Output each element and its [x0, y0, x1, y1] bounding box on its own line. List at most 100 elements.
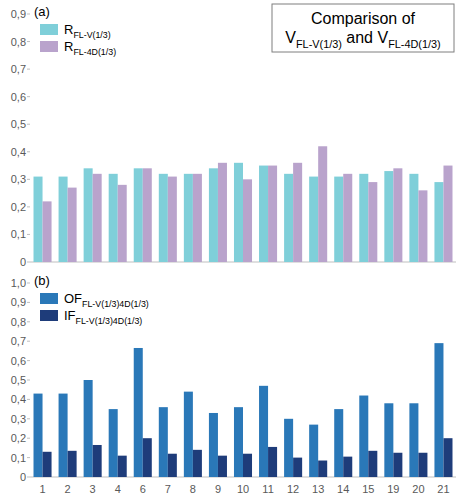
- bar: [209, 413, 218, 477]
- bar: [393, 168, 402, 262]
- bar: [134, 168, 143, 262]
- y-tick-label: 0,2: [11, 432, 26, 444]
- y-tick: [27, 399, 30, 400]
- bar: [184, 174, 193, 262]
- legend-label: OFFL-V(1/3)4D(1/3): [64, 291, 149, 309]
- legend-label: RFL-4D(1/3): [64, 39, 116, 57]
- y-tick: [27, 96, 30, 97]
- y-tick: [27, 360, 30, 361]
- legend-swatch: [40, 24, 58, 35]
- y-tick: [27, 418, 30, 419]
- bar: [343, 174, 352, 262]
- bar: [109, 409, 118, 477]
- bar: [418, 190, 427, 262]
- bar: [93, 174, 102, 262]
- y-tick-label: 0,4: [11, 393, 26, 405]
- bar: [59, 177, 68, 262]
- bar: [359, 396, 368, 477]
- x-tick-label: 2: [65, 483, 71, 495]
- panel-label: (a): [34, 4, 50, 19]
- bar: [218, 456, 227, 477]
- bar: [134, 348, 143, 477]
- y-tick: [27, 14, 30, 15]
- y-tick-label: 0: [20, 256, 26, 268]
- x-tick-label: 14: [337, 483, 349, 495]
- y-tick-label: 0,1: [11, 452, 26, 464]
- bar: [334, 409, 343, 477]
- y-tick: [27, 380, 30, 381]
- bar: [418, 453, 427, 477]
- bar: [443, 166, 452, 262]
- bar: [84, 168, 93, 262]
- bar: [284, 174, 293, 262]
- bar: [59, 394, 68, 477]
- x-tick-label: 1: [39, 483, 45, 495]
- bar: [118, 185, 127, 262]
- y-tick-label: 0,9: [11, 296, 26, 308]
- bar: [109, 174, 118, 262]
- bar: [359, 174, 368, 262]
- y-tick: [27, 151, 30, 152]
- bar: [268, 166, 277, 262]
- legend-swatch: [40, 41, 58, 52]
- x-tick-label: 10: [237, 483, 249, 495]
- bar: [93, 445, 102, 477]
- x-tick-label: 7: [165, 483, 171, 495]
- bar: [309, 425, 318, 477]
- legend-swatch: [40, 310, 58, 321]
- bar: [234, 407, 243, 477]
- bar: [43, 452, 52, 477]
- legend-label: RFL-V(1/3): [64, 22, 111, 40]
- legend: RFL-V(1/3)RFL-4D(1/3): [40, 22, 116, 57]
- y-tick: [27, 41, 30, 42]
- y-tick: [27, 302, 30, 303]
- bar: [43, 201, 52, 262]
- legend-swatch: [40, 293, 58, 304]
- y-tick: [27, 206, 30, 207]
- y-tick-label: 0,7: [11, 63, 26, 75]
- x-tick-label: 4: [115, 483, 121, 495]
- y-tick-label: 0,6: [11, 91, 26, 103]
- x-tick-label: 15: [362, 483, 374, 495]
- x-tick-label: 19: [387, 483, 399, 495]
- bars: [34, 343, 453, 477]
- bar: [393, 453, 402, 477]
- x-tick-label: 3: [90, 483, 96, 495]
- bar: [284, 419, 293, 477]
- bar: [384, 171, 393, 262]
- bar: [334, 177, 343, 262]
- chart-figure: 00,10,20,30,40,50,60,70,80,9(a)RFL-V(1/3…: [0, 0, 459, 500]
- bar: [318, 146, 327, 262]
- bar: [193, 174, 202, 262]
- bar: [143, 168, 152, 262]
- x-tick-label: 20: [412, 483, 424, 495]
- bar: [34, 177, 43, 262]
- bar: [243, 179, 252, 262]
- bar: [259, 386, 268, 477]
- bar: [368, 182, 377, 262]
- y-tick: [27, 234, 30, 235]
- bar: [434, 343, 443, 477]
- legend-label: IFFL-V(1/3)4D(1/3): [64, 308, 142, 326]
- x-tick-label: 8: [190, 483, 196, 495]
- bar: [443, 438, 452, 477]
- x-tick-label: 13: [312, 483, 324, 495]
- bar: [234, 163, 243, 262]
- y-tick-label: 0,8: [11, 316, 26, 328]
- y-tick-label: 0,3: [11, 413, 26, 425]
- bar: [268, 447, 277, 477]
- bar: [318, 461, 327, 477]
- legend: OFFL-V(1/3)4D(1/3)IFFL-V(1/3)4D(1/3): [40, 291, 149, 326]
- bar: [293, 163, 302, 262]
- y-tick: [27, 124, 30, 125]
- bar: [193, 450, 202, 477]
- bar: [259, 166, 268, 262]
- title-box: [272, 4, 454, 52]
- y-tick-label: 0,8: [11, 36, 26, 48]
- y-tick-label: 0,9: [11, 8, 26, 20]
- bar: [159, 407, 168, 477]
- bar: [118, 456, 127, 477]
- x-tick-label: 11: [262, 483, 273, 495]
- y-tick: [27, 438, 30, 439]
- bar: [209, 168, 218, 262]
